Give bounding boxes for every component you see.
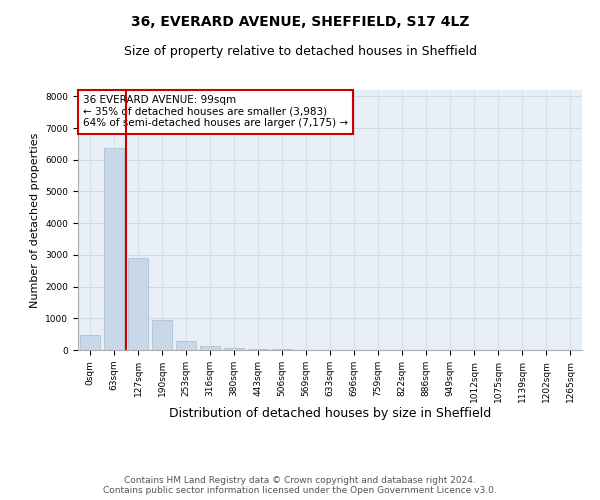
Text: Contains HM Land Registry data © Crown copyright and database right 2024.
Contai: Contains HM Land Registry data © Crown c…	[103, 476, 497, 495]
Bar	[152, 320, 172, 350]
Bar	[200, 346, 220, 350]
X-axis label: Distribution of detached houses by size in Sheffield: Distribution of detached houses by size …	[169, 408, 491, 420]
Bar	[248, 348, 268, 350]
Y-axis label: Number of detached properties: Number of detached properties	[30, 132, 40, 308]
Text: Size of property relative to detached houses in Sheffield: Size of property relative to detached ho…	[124, 45, 476, 58]
Bar	[104, 148, 124, 350]
Bar	[128, 258, 148, 350]
Bar	[80, 335, 100, 350]
Text: 36, EVERARD AVENUE, SHEFFIELD, S17 4LZ: 36, EVERARD AVENUE, SHEFFIELD, S17 4LZ	[131, 15, 469, 29]
Text: 36 EVERARD AVENUE: 99sqm
← 35% of detached houses are smaller (3,983)
64% of sem: 36 EVERARD AVENUE: 99sqm ← 35% of detach…	[83, 95, 348, 128]
Bar	[224, 348, 244, 350]
Bar	[176, 341, 196, 350]
